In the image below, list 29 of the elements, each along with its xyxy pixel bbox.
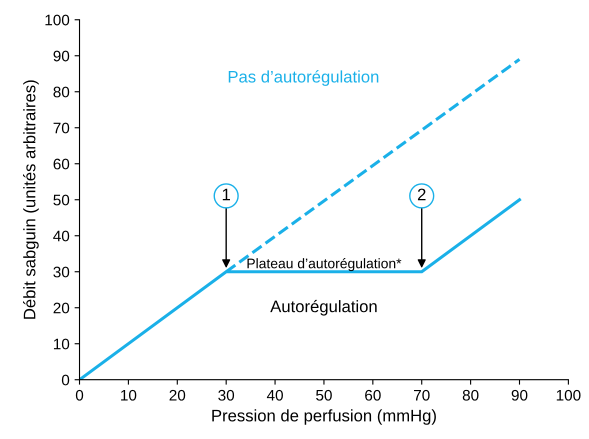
y-axis-title: Débit sabguin (unités arbitraires) <box>23 80 39 319</box>
annotation: Autorégulation <box>270 300 377 316</box>
x-tick-label: 90 <box>512 390 528 401</box>
x-tick-label: 100 <box>556 390 581 401</box>
x-tick-label: 70 <box>414 390 430 401</box>
y-tick-label: 70 <box>54 122 70 134</box>
text: Pas d’autorégulation <box>228 70 378 86</box>
y-tick-label: 0 <box>62 374 70 386</box>
y-tick-label: 90 <box>54 50 70 62</box>
x-tick-label: 80 <box>462 390 479 401</box>
y-tick-label: 10 <box>54 338 70 350</box>
x-tick-label: 50 <box>316 390 332 401</box>
x-tick-label: 40 <box>266 390 283 401</box>
x-tick-label: 0 <box>76 390 84 401</box>
x-axis-title: Pression de perfusion (mmHg) <box>212 409 436 425</box>
y-tick-label: 100 <box>45 14 70 26</box>
y-tick-label: 60 <box>54 158 70 170</box>
annotation: Plateau d’autorégulation* <box>247 258 402 272</box>
x-tick-label: 20 <box>170 390 186 401</box>
y-tick-label: 50 <box>53 194 70 206</box>
y-tick-label: 30 <box>53 266 70 278</box>
y-tick-label: 40 <box>53 230 70 242</box>
y-tick-label: 80 <box>53 86 70 98</box>
annotation: 2 <box>418 188 426 200</box>
x-tick-label: 60 <box>365 390 381 401</box>
annotation: 1 <box>222 188 230 200</box>
y-tick-label: 20 <box>54 302 70 314</box>
x-tick-label: 30 <box>218 390 234 401</box>
x-tick-label: 10 <box>121 390 136 401</box>
